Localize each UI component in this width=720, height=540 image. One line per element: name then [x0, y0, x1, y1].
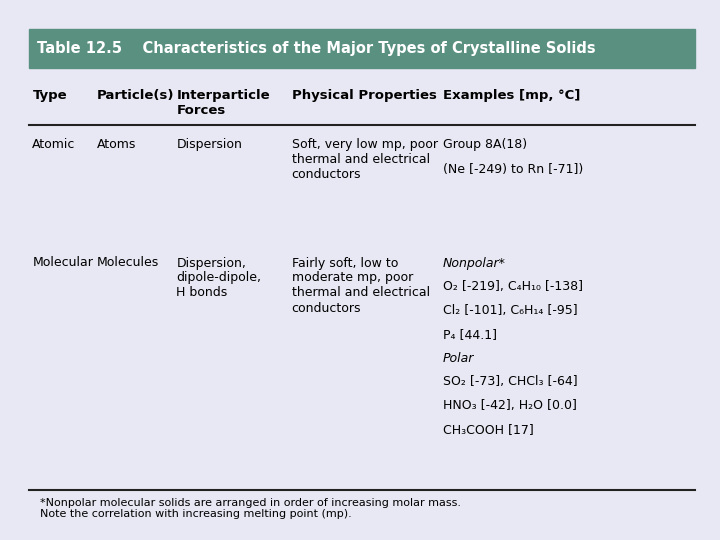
Text: Atoms: Atoms: [97, 138, 137, 151]
Text: Fairly soft, low to
moderate mp, poor
thermal and electrical
conductors: Fairly soft, low to moderate mp, poor th…: [292, 256, 430, 314]
Text: O₂ [-219], C₄H₁₀ [-138]: O₂ [-219], C₄H₁₀ [-138]: [443, 280, 582, 293]
Text: Atomic: Atomic: [32, 138, 76, 151]
Text: Cl₂ [-101], C₆H₁₄ [-95]: Cl₂ [-101], C₆H₁₄ [-95]: [443, 304, 577, 317]
Text: Soft, very low mp, poor
thermal and electrical
conductors: Soft, very low mp, poor thermal and elec…: [292, 138, 438, 181]
Text: Polar: Polar: [443, 352, 474, 365]
Text: Type: Type: [32, 89, 67, 102]
Text: P₄ [44.1]: P₄ [44.1]: [443, 328, 497, 341]
Text: Particle(s): Particle(s): [97, 89, 175, 102]
Text: Nonpolar*: Nonpolar*: [443, 256, 505, 269]
Text: Dispersion,
dipole-dipole,
H bonds: Dispersion, dipole-dipole, H bonds: [176, 256, 261, 300]
Text: Molecules: Molecules: [97, 256, 159, 269]
FancyBboxPatch shape: [29, 29, 695, 68]
Text: Table 12.5    Characteristics of the Major Types of Crystalline Solids: Table 12.5 Characteristics of the Major …: [37, 40, 596, 56]
Text: *Nonpolar molecular solids are arranged in order of increasing molar mass.
Note : *Nonpolar molecular solids are arranged …: [40, 498, 461, 519]
Text: Physical Properties: Physical Properties: [292, 89, 436, 102]
Text: Dispersion: Dispersion: [176, 138, 242, 151]
Text: Examples [mp, °C]: Examples [mp, °C]: [443, 89, 580, 102]
Text: Group 8A(18): Group 8A(18): [443, 138, 527, 151]
Text: Interparticle
Forces: Interparticle Forces: [176, 89, 270, 117]
Text: CH₃COOH [17]: CH₃COOH [17]: [443, 423, 534, 436]
Text: (Ne [-249) to Rn [-71]): (Ne [-249) to Rn [-71]): [443, 163, 583, 176]
Text: SO₂ [-73], CHCl₃ [-64]: SO₂ [-73], CHCl₃ [-64]: [443, 375, 577, 388]
Text: Molecular: Molecular: [32, 256, 94, 269]
Text: HNO₃ [-42], H₂O [0.0]: HNO₃ [-42], H₂O [0.0]: [443, 399, 577, 412]
